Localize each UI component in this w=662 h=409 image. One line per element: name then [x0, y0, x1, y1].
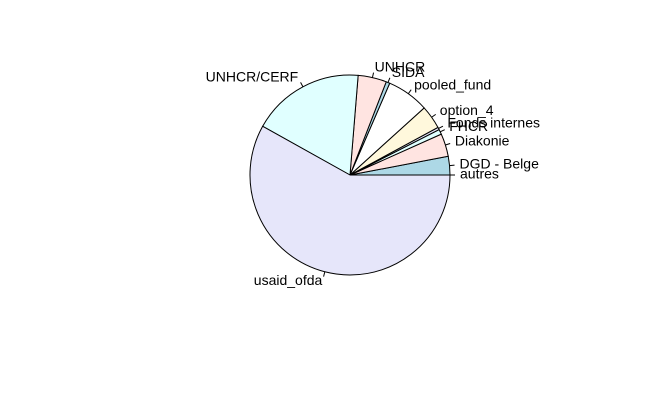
pie-label-usaid-ofda: usaid_ofda: [254, 272, 323, 288]
pie-label-fhcr: FHCR: [449, 118, 488, 134]
leader-line-option-4: [431, 113, 437, 118]
pie-slice-usaid-ofda: [249, 125, 451, 276]
leader-line-fhcr: [439, 129, 445, 133]
pie-slices: [249, 74, 451, 276]
pie-label-dgd-belge: DGD - Belge: [460, 155, 540, 171]
leader-line-pooled-fund: [407, 89, 412, 95]
pie-label-autres: autres: [460, 166, 499, 182]
leader-line-unhcr-cerf: [300, 82, 304, 88]
pie-label-option-4: option_4: [440, 102, 494, 118]
leader-line-unhcr: [371, 72, 375, 78]
pie-leader-lines: [300, 72, 455, 277]
pie-label-pooled-fund: pooled_fund: [414, 76, 491, 92]
pie-label-unhcr: UNHCR: [375, 59, 426, 75]
pie-label-sida: SIDA: [392, 64, 425, 80]
leader-line-usaid-ofda: [323, 271, 326, 277]
pie-label-unhcr-cerf: UNHCR/CERF: [206, 69, 299, 85]
leader-line-diakonie: [445, 143, 451, 146]
pie-label-fonds-internes: Fonds internes: [447, 115, 540, 131]
leader-line-fonds-internes: [438, 125, 444, 129]
leader-line-sida: [387, 77, 391, 83]
pie-label-diakonie: Diakonie: [455, 133, 510, 149]
